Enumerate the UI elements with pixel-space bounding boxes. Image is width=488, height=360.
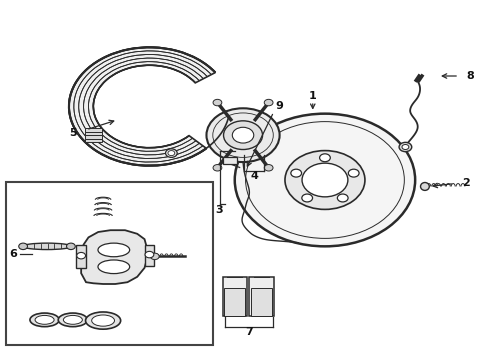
Ellipse shape — [63, 315, 82, 324]
Ellipse shape — [98, 243, 129, 257]
Bar — [144, 244, 154, 266]
Ellipse shape — [91, 315, 114, 326]
Circle shape — [145, 251, 154, 258]
Circle shape — [301, 194, 312, 202]
Circle shape — [264, 165, 272, 171]
Circle shape — [19, 243, 27, 249]
Ellipse shape — [30, 313, 59, 327]
Circle shape — [165, 149, 177, 157]
Circle shape — [401, 144, 408, 149]
Circle shape — [302, 163, 347, 197]
Circle shape — [77, 252, 85, 259]
Ellipse shape — [85, 312, 121, 329]
Circle shape — [66, 243, 75, 249]
Ellipse shape — [420, 183, 428, 190]
Ellipse shape — [58, 313, 87, 327]
Circle shape — [213, 165, 222, 171]
Bar — [222, 157, 237, 164]
Circle shape — [290, 169, 301, 177]
Bar — [84, 132, 102, 135]
Text: 7: 7 — [244, 327, 252, 337]
Circle shape — [206, 108, 279, 162]
Bar — [250, 288, 272, 316]
Text: 9: 9 — [275, 102, 283, 112]
Circle shape — [234, 114, 414, 246]
Circle shape — [319, 154, 330, 162]
Text: 5: 5 — [69, 129, 77, 138]
Circle shape — [264, 99, 272, 106]
Circle shape — [347, 169, 358, 177]
Bar — [84, 128, 102, 132]
Text: 6: 6 — [9, 248, 17, 258]
Ellipse shape — [35, 315, 54, 324]
Bar — [222, 277, 246, 316]
Text: 3: 3 — [215, 206, 223, 216]
Circle shape — [213, 99, 222, 106]
Text: 2: 2 — [462, 178, 469, 188]
Text: 1: 1 — [308, 91, 316, 101]
Bar — [76, 244, 86, 268]
Circle shape — [223, 121, 262, 149]
Text: 4: 4 — [250, 171, 258, 181]
Text: 8: 8 — [466, 71, 473, 81]
Ellipse shape — [22, 243, 71, 249]
Bar — [84, 135, 102, 139]
Circle shape — [167, 150, 174, 156]
Bar — [5, 182, 212, 345]
Bar — [249, 277, 273, 316]
Polygon shape — [69, 47, 215, 166]
Polygon shape — [81, 230, 147, 284]
Circle shape — [150, 253, 159, 260]
Circle shape — [337, 194, 347, 202]
Ellipse shape — [98, 260, 129, 274]
Circle shape — [285, 150, 364, 210]
Bar — [84, 139, 102, 143]
Circle shape — [398, 142, 411, 152]
Circle shape — [232, 127, 253, 143]
Bar — [224, 288, 245, 316]
